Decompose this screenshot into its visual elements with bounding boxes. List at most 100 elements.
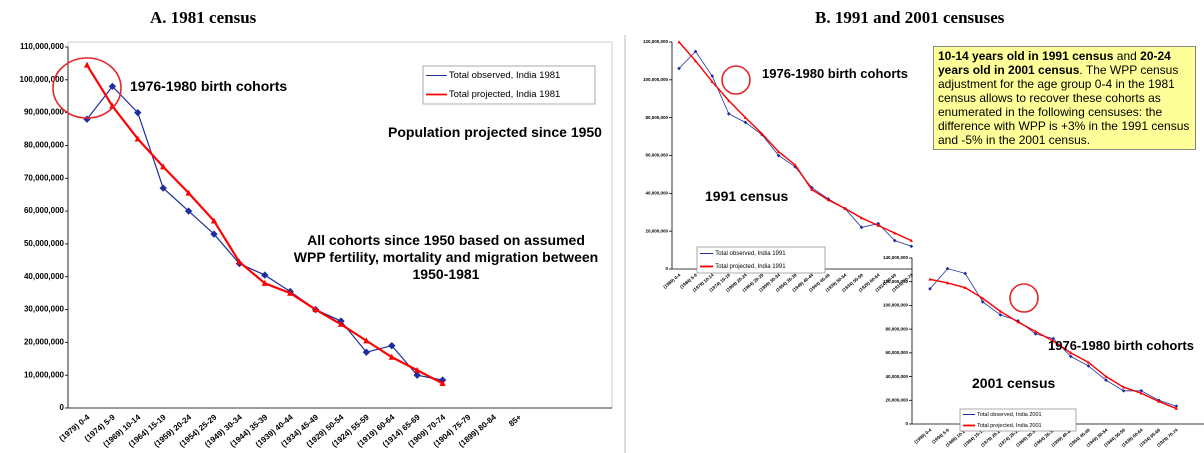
marker bbox=[909, 238, 913, 242]
legend-label: Total projected, India 2001 bbox=[977, 423, 1042, 429]
y-tick-label: 90,000,000 bbox=[24, 108, 65, 117]
marker bbox=[261, 279, 268, 286]
legend-label: Total projected, India 1981 bbox=[449, 89, 560, 100]
marker bbox=[134, 135, 141, 142]
y-tick-label: 100,000,000 bbox=[643, 77, 669, 82]
annotation: Population projected since 1950 bbox=[388, 124, 602, 140]
marker bbox=[312, 306, 319, 313]
y-tick-label: 80,000,000 bbox=[885, 326, 908, 331]
marker bbox=[980, 300, 985, 304]
y-tick-label: 40,000,000 bbox=[24, 272, 65, 281]
annotation: All cohorts since 1950 based on assumed … bbox=[293, 232, 599, 282]
marker bbox=[928, 286, 932, 291]
y-tick-label: 0 bbox=[905, 421, 908, 426]
marker bbox=[1051, 339, 1055, 343]
note-text: 10-14 years old in 1991 census bbox=[938, 49, 1114, 63]
y-tick-label: 70,000,000 bbox=[24, 173, 65, 182]
marker bbox=[1016, 320, 1020, 324]
marker bbox=[388, 353, 395, 360]
marker bbox=[362, 348, 371, 356]
annotation: 1976-1980 birth cohorts bbox=[1048, 338, 1194, 353]
y-tick-label: 60,000,000 bbox=[24, 206, 65, 215]
y-tick-label: 100,000,000 bbox=[20, 75, 65, 84]
marker bbox=[893, 231, 897, 235]
chart-title: A. 1981 census bbox=[150, 8, 257, 27]
y-tick-label: 100,000,000 bbox=[883, 303, 909, 308]
y-tick-label: 20,000,000 bbox=[645, 228, 668, 233]
marker bbox=[963, 271, 968, 276]
y-tick-label: 120,000,000 bbox=[643, 39, 669, 44]
marker bbox=[727, 98, 731, 102]
marker bbox=[928, 277, 932, 281]
highlight-circle bbox=[1009, 283, 1039, 313]
marker bbox=[860, 216, 864, 220]
legend-box bbox=[959, 408, 1077, 432]
marker bbox=[1104, 374, 1108, 378]
annotation: 1991 census bbox=[705, 188, 789, 204]
annotation: 1976-1980 birth cohorts bbox=[130, 78, 288, 94]
marker bbox=[1174, 406, 1178, 410]
legend-label: Total projected, India 1991 bbox=[715, 264, 786, 270]
marker bbox=[677, 40, 681, 44]
legend-label: Total observed, India 1981 bbox=[449, 70, 560, 81]
marker bbox=[963, 285, 967, 289]
marker bbox=[710, 80, 714, 84]
x-tick-label: (1999) 0-4 bbox=[913, 427, 932, 444]
annotation: 2001 census bbox=[972, 375, 1056, 391]
y-tick-label: 0 bbox=[665, 266, 668, 271]
marker bbox=[261, 271, 269, 279]
y-tick-label: 20,000,000 bbox=[24, 337, 65, 346]
marker bbox=[236, 258, 243, 265]
note-text: and bbox=[1113, 49, 1141, 63]
legend-box bbox=[422, 65, 596, 105]
marker bbox=[826, 198, 830, 202]
y-tick-label: 60,000,000 bbox=[885, 350, 908, 355]
marker bbox=[337, 320, 345, 327]
marker bbox=[810, 187, 814, 191]
y-tick-label: 20,000,000 bbox=[885, 397, 908, 402]
y-tick-label: 120,000,000 bbox=[883, 279, 909, 284]
marker bbox=[287, 289, 294, 296]
legend-box bbox=[696, 246, 826, 274]
marker bbox=[946, 281, 950, 285]
marker bbox=[945, 266, 950, 271]
marker bbox=[843, 206, 847, 210]
marker bbox=[1034, 329, 1038, 333]
marker bbox=[1069, 351, 1073, 355]
marker bbox=[694, 59, 698, 63]
marker bbox=[1157, 399, 1161, 403]
marker bbox=[760, 132, 764, 136]
y-tick-label: 80,000,000 bbox=[645, 115, 668, 120]
marker bbox=[876, 223, 880, 227]
highlight-circle bbox=[721, 65, 751, 95]
marker bbox=[909, 244, 914, 249]
marker bbox=[1139, 391, 1143, 395]
marker bbox=[981, 296, 985, 300]
marker bbox=[159, 184, 167, 192]
y-tick-label: 110,000,000 bbox=[20, 42, 65, 51]
highlight-circle bbox=[52, 57, 122, 119]
note-text: 20-24 years old in 2001 census bbox=[938, 49, 1171, 78]
marker bbox=[1122, 385, 1126, 389]
marker bbox=[134, 108, 142, 117]
marker bbox=[1121, 388, 1126, 393]
marker bbox=[998, 309, 1002, 313]
marker bbox=[777, 150, 781, 154]
note: 10-14 years old in 1991 census and 20-24… bbox=[933, 46, 1196, 151]
marker bbox=[413, 371, 421, 379]
marker bbox=[160, 163, 167, 170]
y-tick-label: 30,000,000 bbox=[24, 305, 65, 314]
marker bbox=[1086, 360, 1090, 364]
marker bbox=[185, 189, 192, 196]
chart-title: B. 1991 and 2001 censuses bbox=[815, 8, 1005, 27]
x-tick-label: 85+ bbox=[507, 412, 523, 428]
marker bbox=[743, 120, 748, 125]
y-tick-label: 140,000,000 bbox=[883, 255, 909, 260]
y-tick-label: 0 bbox=[60, 403, 65, 412]
marker bbox=[210, 217, 218, 224]
y-tick-label: 40,000,000 bbox=[885, 374, 908, 379]
y-tick-label: 80,000,000 bbox=[24, 141, 65, 150]
marker bbox=[83, 61, 91, 68]
y-tick-label: 10,000,000 bbox=[24, 370, 65, 379]
marker bbox=[414, 366, 421, 373]
